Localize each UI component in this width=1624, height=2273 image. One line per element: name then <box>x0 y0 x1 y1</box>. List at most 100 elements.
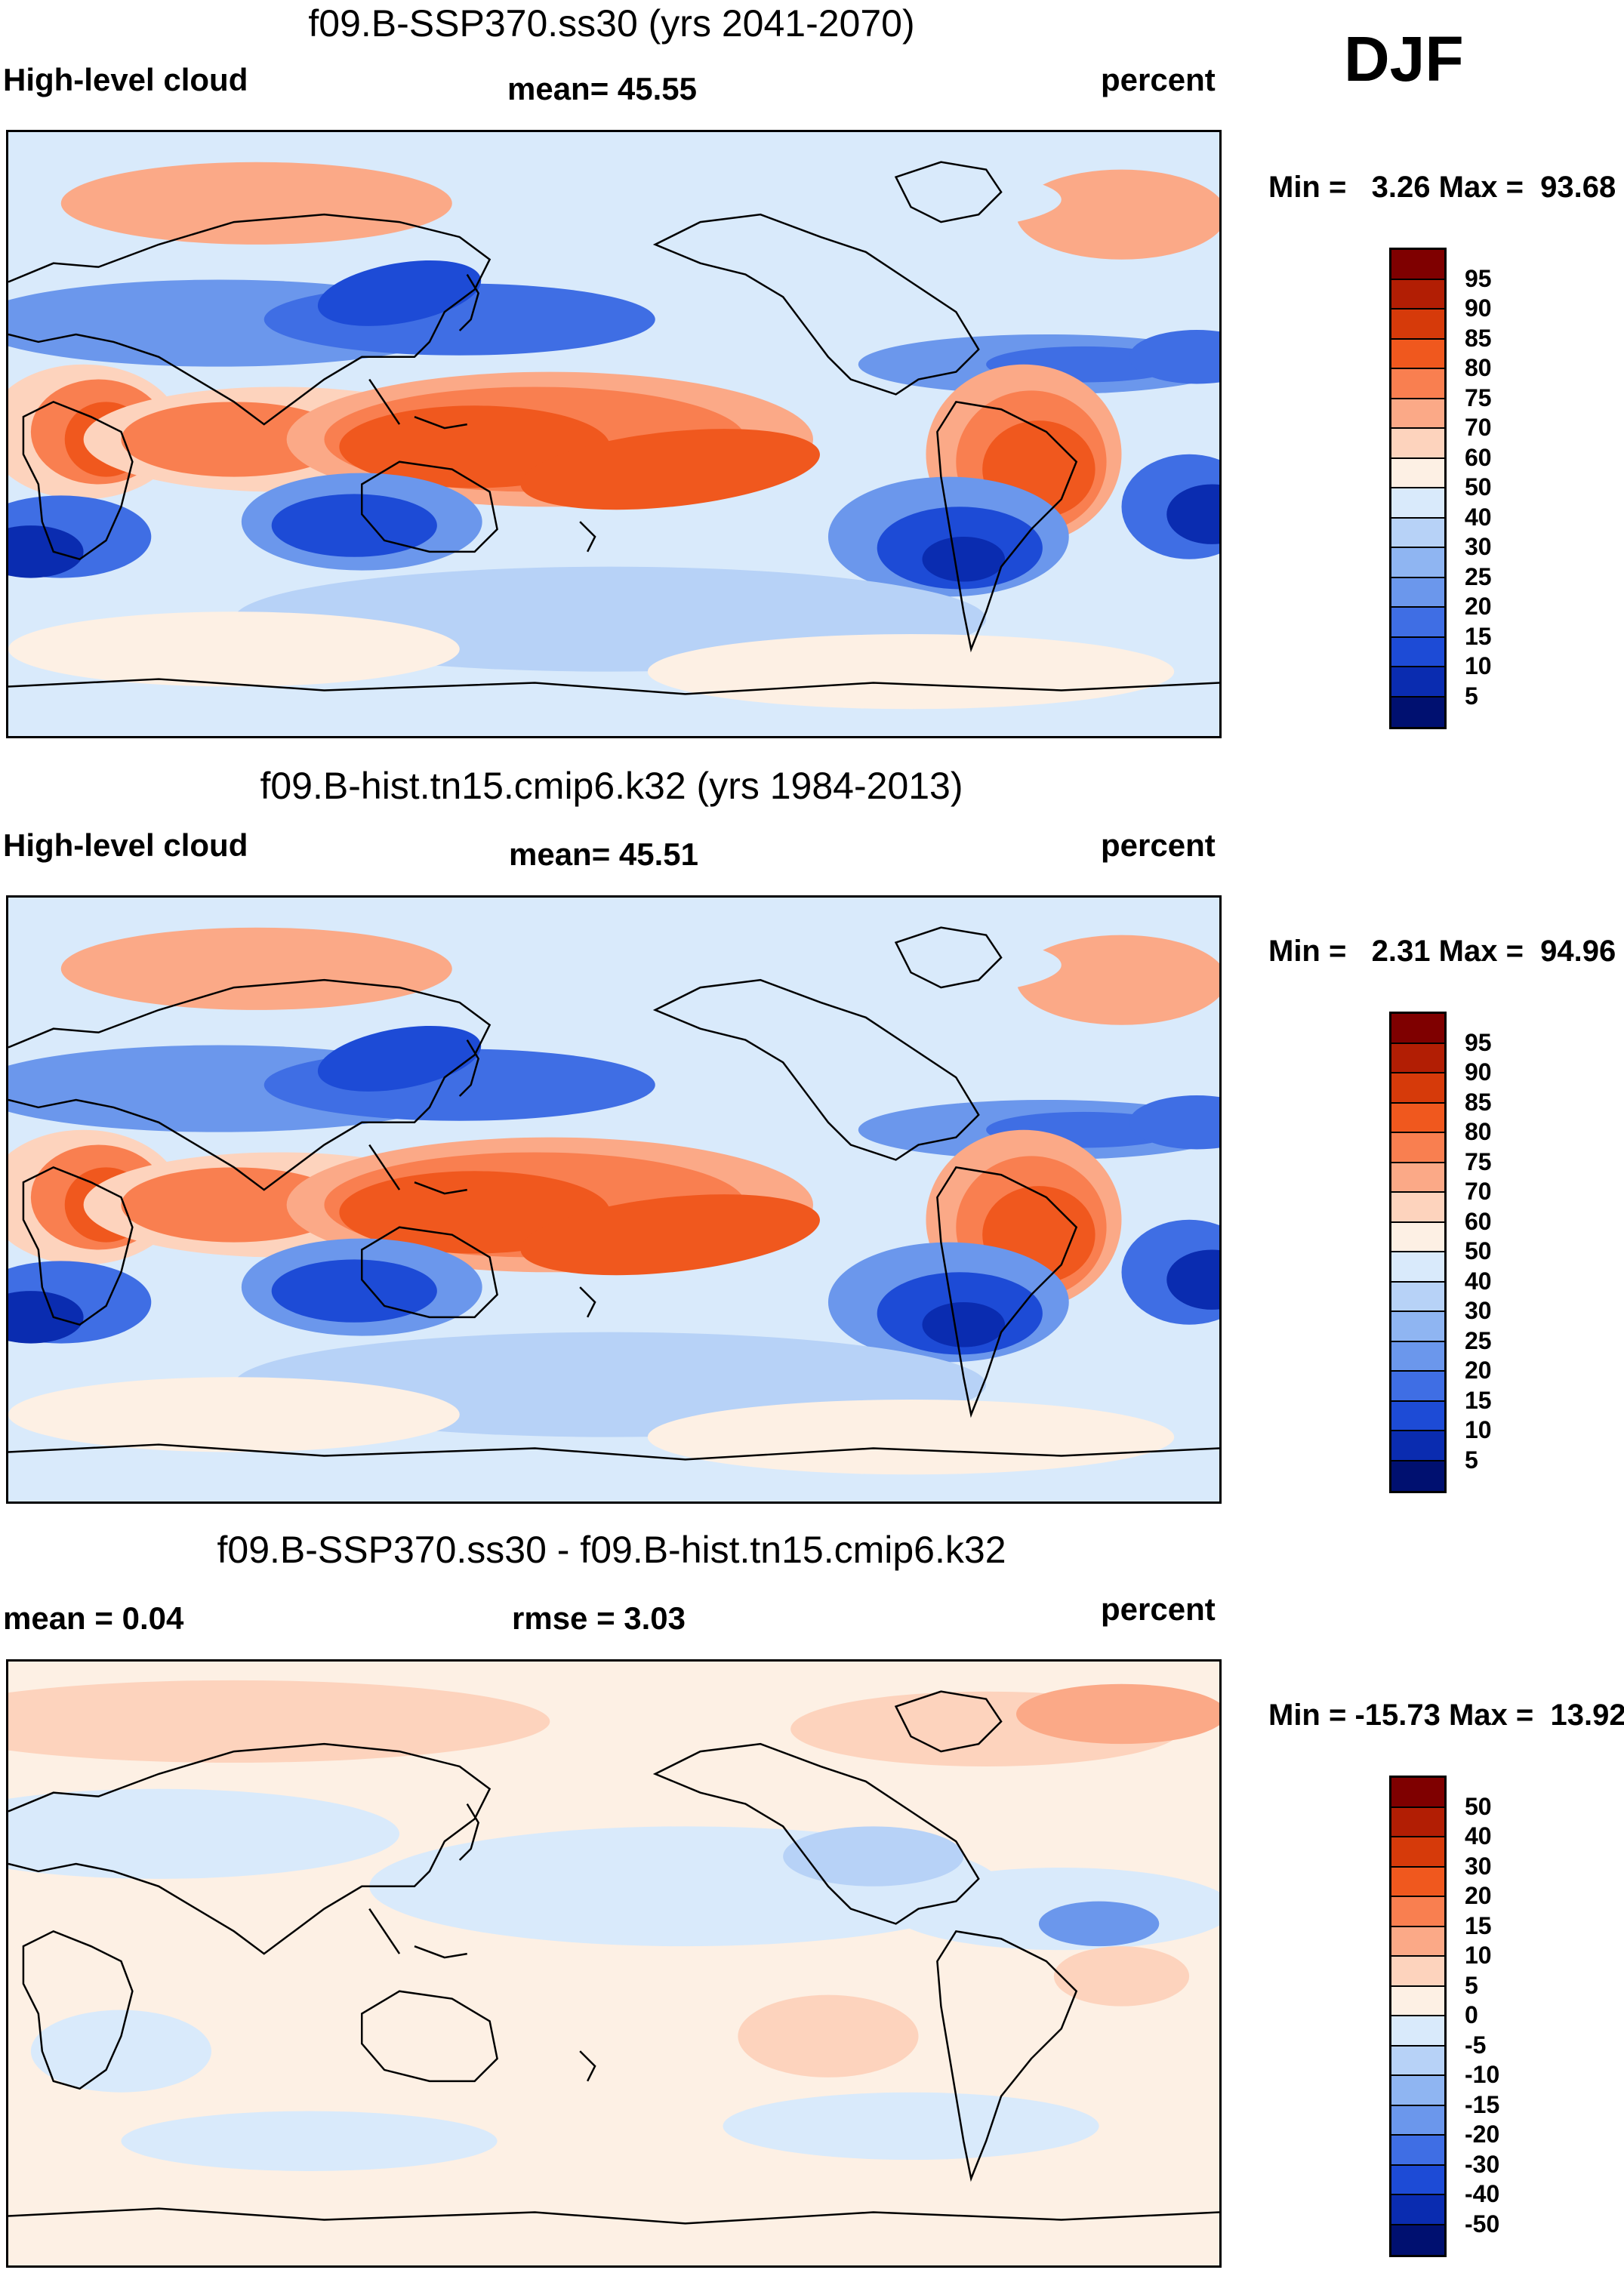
colorbar-label: -10 <box>1465 2061 1500 2088</box>
contour-region <box>317 1025 482 1092</box>
coastline <box>652 213 980 396</box>
colorbar-label: 15 <box>1465 622 1492 650</box>
colorbar-swatch <box>1391 1014 1444 1044</box>
contour-region <box>520 1194 820 1276</box>
coastline <box>8 978 492 1191</box>
colorbar-swatch <box>1391 279 1444 310</box>
colorbar-swatch <box>1391 1252 1444 1283</box>
colorbar-label: 80 <box>1465 354 1492 381</box>
colorbar-swatch <box>1391 399 1444 429</box>
coastline <box>414 1945 467 1959</box>
coastline <box>579 521 596 553</box>
contour-region <box>121 402 347 477</box>
colorbar-swatch <box>1391 637 1444 667</box>
colorbar-label: 25 <box>1465 1326 1492 1354</box>
colorbar-swatch <box>1391 667 1444 698</box>
contour-region <box>233 2185 987 2247</box>
colorbar-label: 95 <box>1465 264 1492 292</box>
colorbar-label: 20 <box>1465 1357 1492 1384</box>
colorbar-label: 85 <box>1465 324 1492 352</box>
colorbar-swatch <box>1391 1163 1444 1193</box>
coastline <box>22 1166 134 1326</box>
min-max-label: Min = -15.73 Max = 13.92 <box>1268 1699 1624 1732</box>
coastline <box>894 926 1003 989</box>
contour-region <box>647 634 1175 710</box>
contour-region <box>922 1301 1006 1347</box>
contour-region <box>1166 484 1219 544</box>
colorbar-swatch <box>1391 1957 1444 1987</box>
colorbar-label: 85 <box>1465 1088 1492 1116</box>
mean-label: mean= 45.51 <box>509 836 699 872</box>
colorbar-swatch <box>1391 518 1444 548</box>
coastline <box>8 2207 1219 2225</box>
contour-region <box>1053 1946 1190 2007</box>
panel-title: f09.B-SSP370.ss30 - f09.B-hist.tn15.cmip… <box>217 1529 1006 1571</box>
coastline <box>8 1742 492 1955</box>
colorbar-label: 50 <box>1465 1237 1492 1264</box>
colorbar-label: 60 <box>1465 443 1492 471</box>
season-label: DJF <box>1344 23 1464 94</box>
variable-label: High-level cloud <box>3 62 248 97</box>
coastline <box>652 1742 980 1925</box>
contour-region <box>121 2111 498 2171</box>
colorbar-label: 20 <box>1465 593 1492 620</box>
contour-region <box>60 162 452 245</box>
colorbar-label: 70 <box>1465 414 1492 441</box>
colorbar-swatch <box>1391 1073 1444 1104</box>
colorbar-swatch <box>1391 2016 1444 2047</box>
colorbar-label: -15 <box>1465 2090 1500 2118</box>
panel-title: f09.B-hist.tn15.cmip6.k32 (yrs 1984-2013… <box>260 765 963 807</box>
coastline <box>936 1166 1078 1418</box>
colorbar-label: 30 <box>1465 1297 1492 1324</box>
colorbar-label: -30 <box>1465 2150 1500 2178</box>
colorbar-label: 95 <box>1465 1028 1492 1056</box>
coastline <box>894 1690 1003 1753</box>
mean-label: mean= 45.55 <box>507 71 698 106</box>
variable-label: High-level cloud <box>3 827 248 863</box>
colorbar <box>1389 248 1447 729</box>
colorbar-swatch <box>1391 2046 1444 2076</box>
contour-region <box>8 1377 460 1452</box>
colorbar-swatch <box>1391 2136 1444 2166</box>
colorbar-label: 90 <box>1465 1058 1492 1086</box>
colorbar-swatch <box>1391 458 1444 488</box>
contour-region <box>317 260 482 326</box>
coastline <box>8 1443 1219 1461</box>
colorbar-label: 70 <box>1465 1178 1492 1205</box>
coastline <box>22 1930 134 2090</box>
colorbar-swatch <box>1391 339 1444 369</box>
colorbar-swatch <box>1391 2195 1444 2225</box>
colorbar-label: 5 <box>1465 1446 1478 1474</box>
colorbar-swatch <box>1391 1103 1444 1133</box>
colorbar-label: -40 <box>1465 2180 1500 2207</box>
colorbar-swatch <box>1391 1401 1444 1431</box>
colorbar-swatch <box>1391 2076 1444 2106</box>
coastline <box>936 1930 1078 2182</box>
colorbar-swatch <box>1391 2105 1444 2136</box>
colorbar-swatch <box>1391 369 1444 399</box>
coastline <box>579 2050 596 2082</box>
colorbar-swatch <box>1391 1461 1444 1491</box>
contour-region <box>738 1994 919 2077</box>
contour-region <box>1016 1683 1219 1745</box>
coastline <box>894 161 1003 223</box>
colorbar-label: 50 <box>1465 1792 1492 1820</box>
colorbar-label: 5 <box>1465 682 1478 710</box>
colorbar-swatch <box>1391 1867 1444 1897</box>
contour-region <box>520 429 820 510</box>
coastline <box>458 1803 480 1861</box>
coastline <box>361 1226 498 1319</box>
colorbar <box>1389 1776 1447 2257</box>
colorbar-label: 5 <box>1465 1971 1478 1999</box>
colorbar-label: 40 <box>1465 1267 1492 1295</box>
colorbar-swatch <box>1391 608 1444 638</box>
contour-region <box>8 1680 550 1763</box>
colorbar-swatch <box>1391 577 1444 608</box>
coastline <box>361 460 498 553</box>
panel-difference: f09.B-SSP370.ss30 - f09.B-hist.tn15.cmip… <box>0 1528 1624 2273</box>
contour-region <box>1129 1095 1219 1150</box>
colorbar <box>1389 1012 1447 1493</box>
colorbar-label: 25 <box>1465 562 1492 590</box>
contour-region <box>1166 1249 1219 1310</box>
min-max-label: Min = 3.26 Max = 93.68 <box>1268 171 1616 204</box>
